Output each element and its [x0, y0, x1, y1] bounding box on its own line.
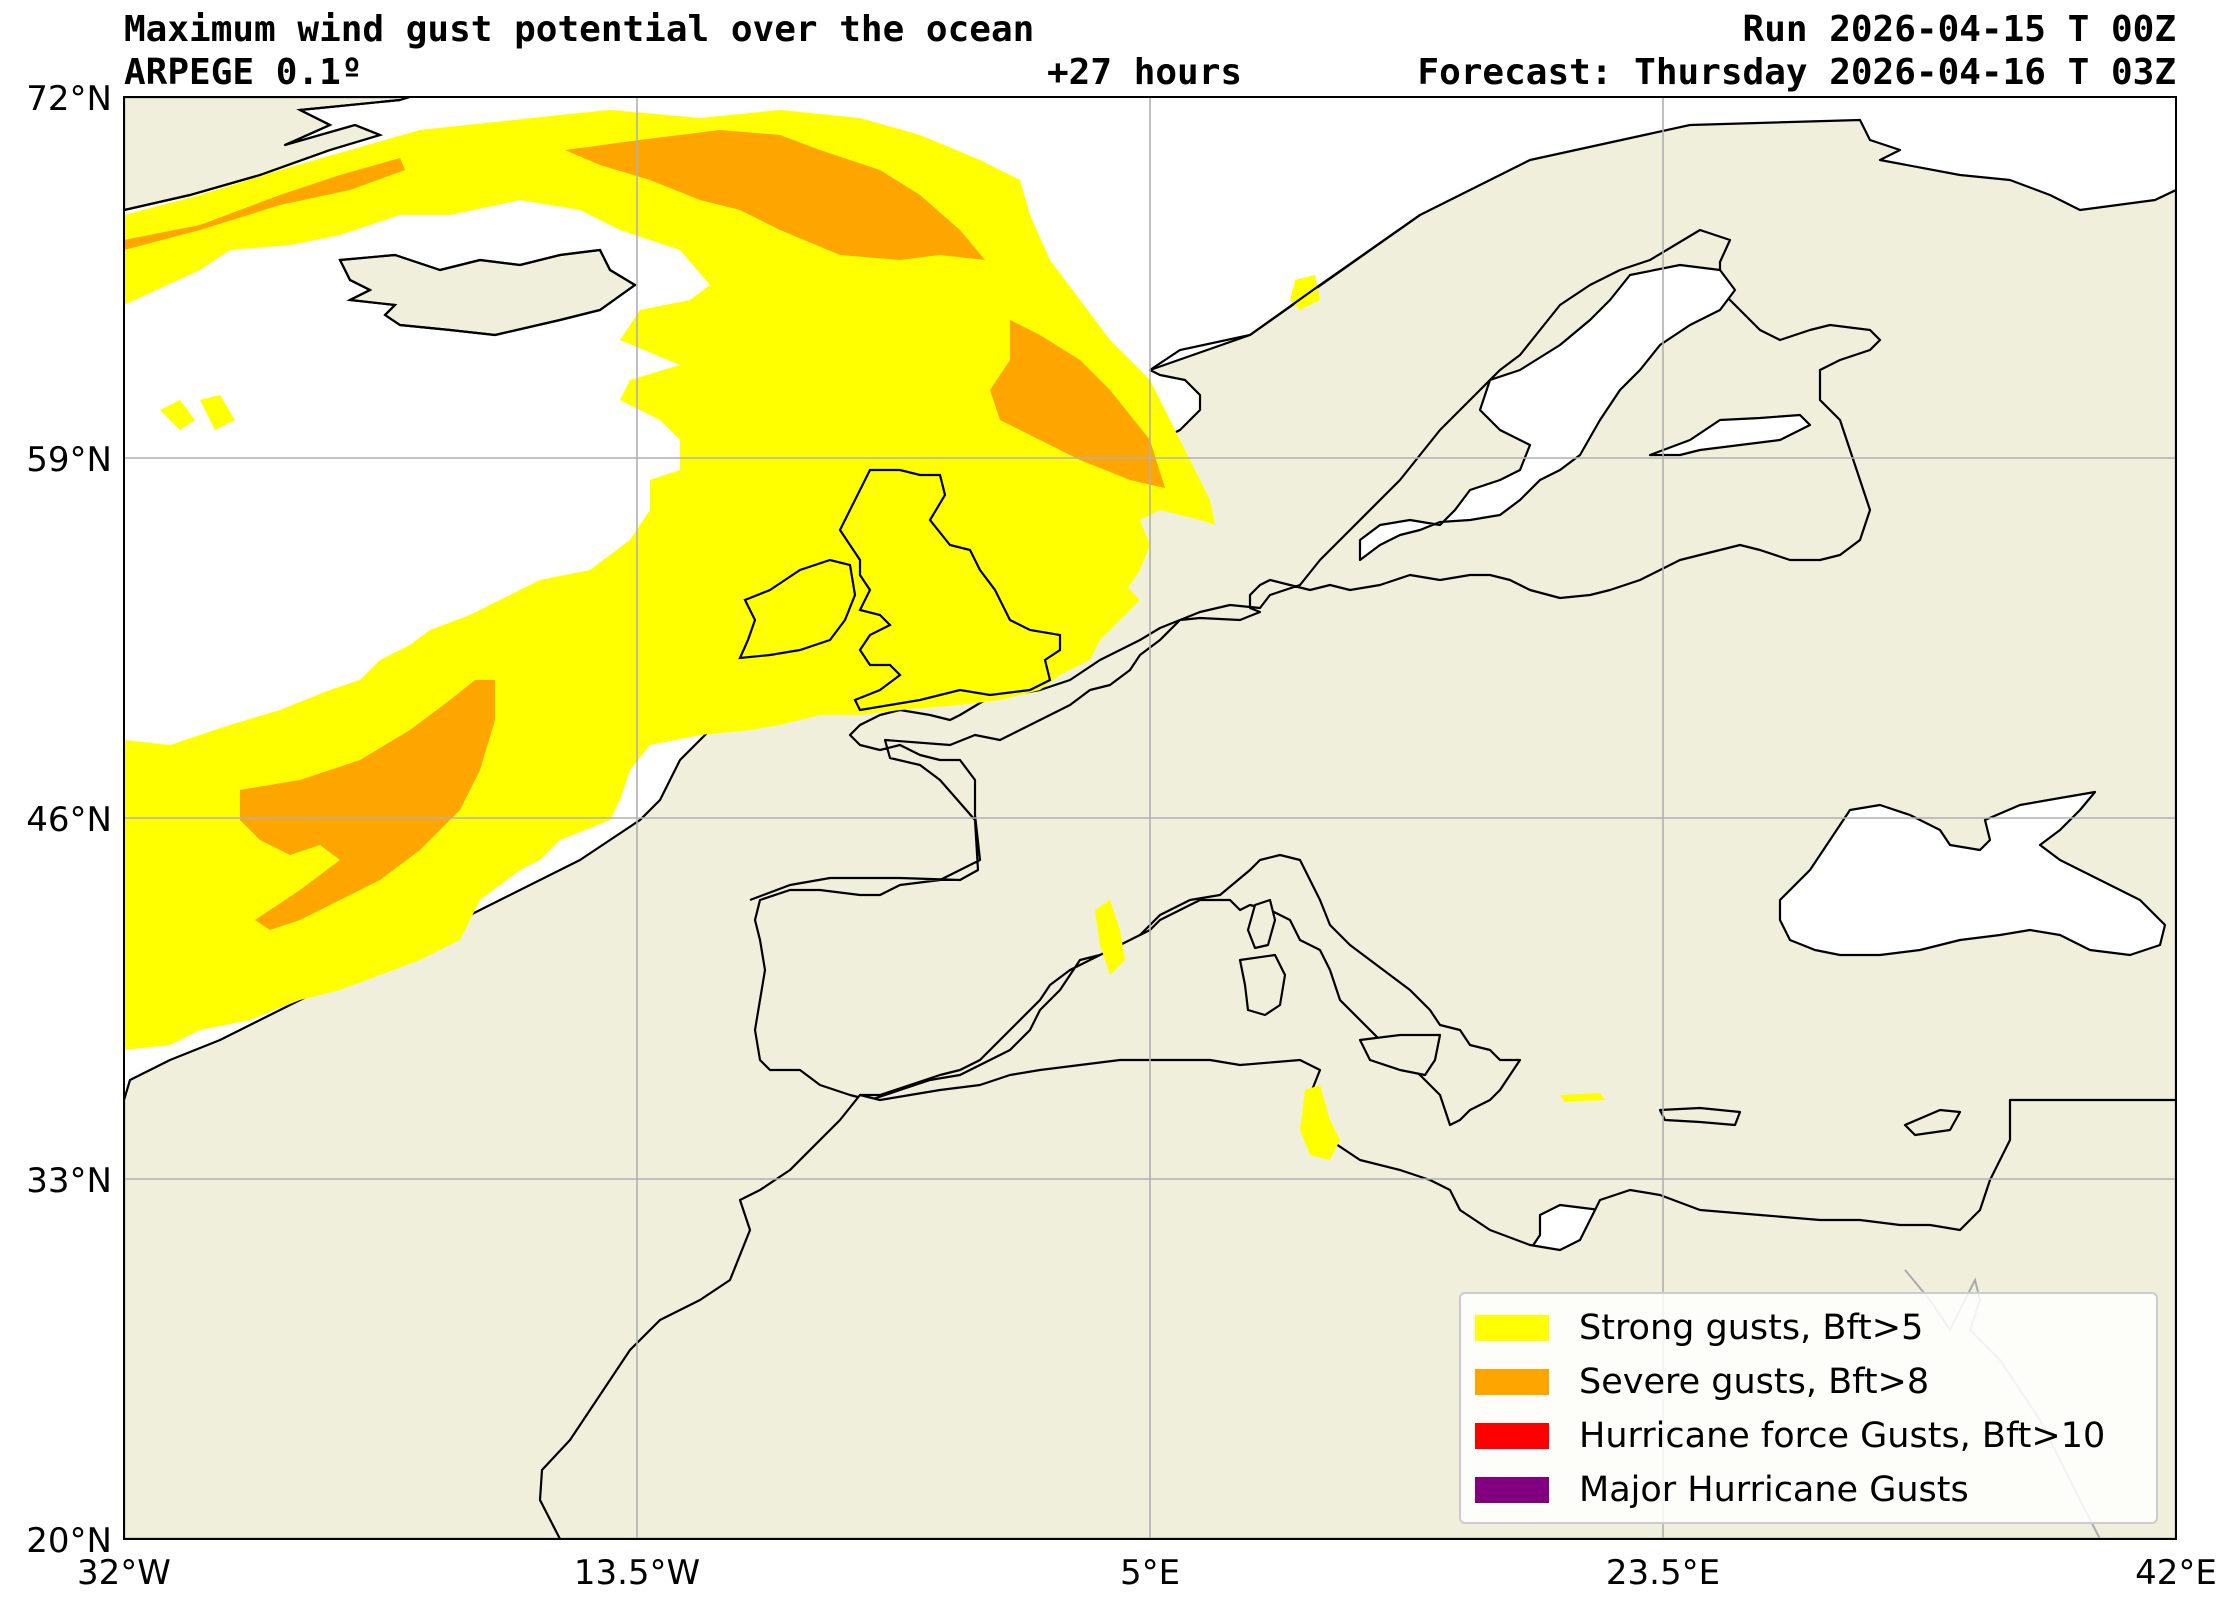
lon-tick-23-5e: 23.5°E — [1606, 1553, 1720, 1593]
model-label: ARPEGE 0.1º — [124, 52, 363, 93]
legend: Strong gusts, Bft>5 Severe gusts, Bft>8 … — [1459, 1292, 2158, 1524]
strong-gust-zone-lions — [1095, 900, 1125, 975]
legend-item-strong: Strong gusts, Bft>5 — [1475, 1303, 1923, 1353]
map-title: Maximum wind gust potential over the oce… — [124, 9, 1035, 50]
map-frame — [123, 96, 2177, 1540]
run-label: Run 2026-04-15 T 00Z — [1742, 9, 2176, 50]
severe-gust-zones — [124, 130, 1165, 930]
lat-tick-33n: 33°N — [26, 1161, 112, 1201]
land-sardinia — [1238, 953, 1287, 1017]
lat-tick-labels: 72°N 59°N 46°N 33°N 20°N — [26, 79, 112, 1561]
legend-label-major-hurricane: Major Hurricane Gusts — [1579, 1470, 1969, 1510]
legend-swatch-hurricane — [1475, 1423, 1549, 1449]
lon-tick-42e: 42°E — [2135, 1553, 2217, 1593]
coast-ireland — [738, 558, 857, 660]
severe-gust-zone-bay-of-biscay — [240, 680, 495, 930]
strong-gust-zone-tunisia — [1300, 1085, 1340, 1160]
coastline-overlay — [124, 98, 1421, 712]
lat-tick-46n: 46°N — [26, 800, 112, 840]
legend-swatch-severe — [1475, 1369, 1549, 1395]
coast-norway — [1149, 214, 1421, 371]
lon-tick-32w: 32°W — [77, 1553, 171, 1593]
sea-black — [1778, 790, 2167, 957]
land-corsica — [1246, 898, 1277, 950]
lead-time-label: +27 hours — [1047, 52, 1243, 93]
legend-item-severe: Severe gusts, Bft>8 — [1475, 1357, 1929, 1407]
legend-swatch-major-hurricane — [1475, 1477, 1549, 1503]
severe-gust-zone-greenland — [124, 158, 405, 250]
land-sicily — [1358, 1033, 1442, 1077]
strong-gust-zone-west — [160, 400, 195, 430]
severe-gust-zone-norwegian-sea — [565, 130, 985, 260]
land-crete — [1658, 1106, 1742, 1127]
strong-gust-zone-north-sea — [995, 515, 1140, 670]
lon-tick-5e: 5°E — [1120, 1553, 1180, 1593]
lat-tick-20n: 20°N — [26, 1521, 112, 1561]
legend-swatch-strong — [1475, 1315, 1549, 1341]
lon-tick-labels: 32°W 13.5°W 5°E 23.5°E 42°E — [77, 1553, 2217, 1593]
lat-tick-72n: 72°N — [26, 79, 112, 119]
coast-iceland — [338, 248, 638, 337]
legend-label-strong: Strong gusts, Bft>5 — [1579, 1308, 1924, 1348]
strong-gust-zone-aegean — [1560, 1093, 1605, 1102]
legend-label-hurricane: Hurricane force Gusts, Bft>10 — [1579, 1416, 2106, 1456]
legend-item-hurricane: Hurricane force Gusts, Bft>10 — [1475, 1411, 2105, 1461]
inland-seas — [1358, 263, 2167, 957]
legend-label-severe: Severe gusts, Bft>8 — [1579, 1362, 1930, 1402]
lat-tick-59n: 59°N — [26, 440, 112, 480]
forecast-label: Forecast: Thursday 2026-04-16 T 03Z — [1417, 52, 2176, 93]
sea-gulf-bothnia-finland — [1648, 413, 1812, 457]
severe-gust-zone-north-sea-north — [990, 320, 1165, 488]
lon-tick-13-5w: 13.5°W — [574, 1553, 700, 1593]
legend-item-major-hurricane: Major Hurricane Gusts — [1475, 1465, 1969, 1515]
coast-great-britain — [838, 468, 1062, 712]
sea-baltic — [1358, 263, 1737, 562]
strong-gust-zone-far-west — [200, 395, 235, 430]
coast-greenland — [124, 98, 401, 212]
land-cyprus — [1903, 1108, 1962, 1137]
